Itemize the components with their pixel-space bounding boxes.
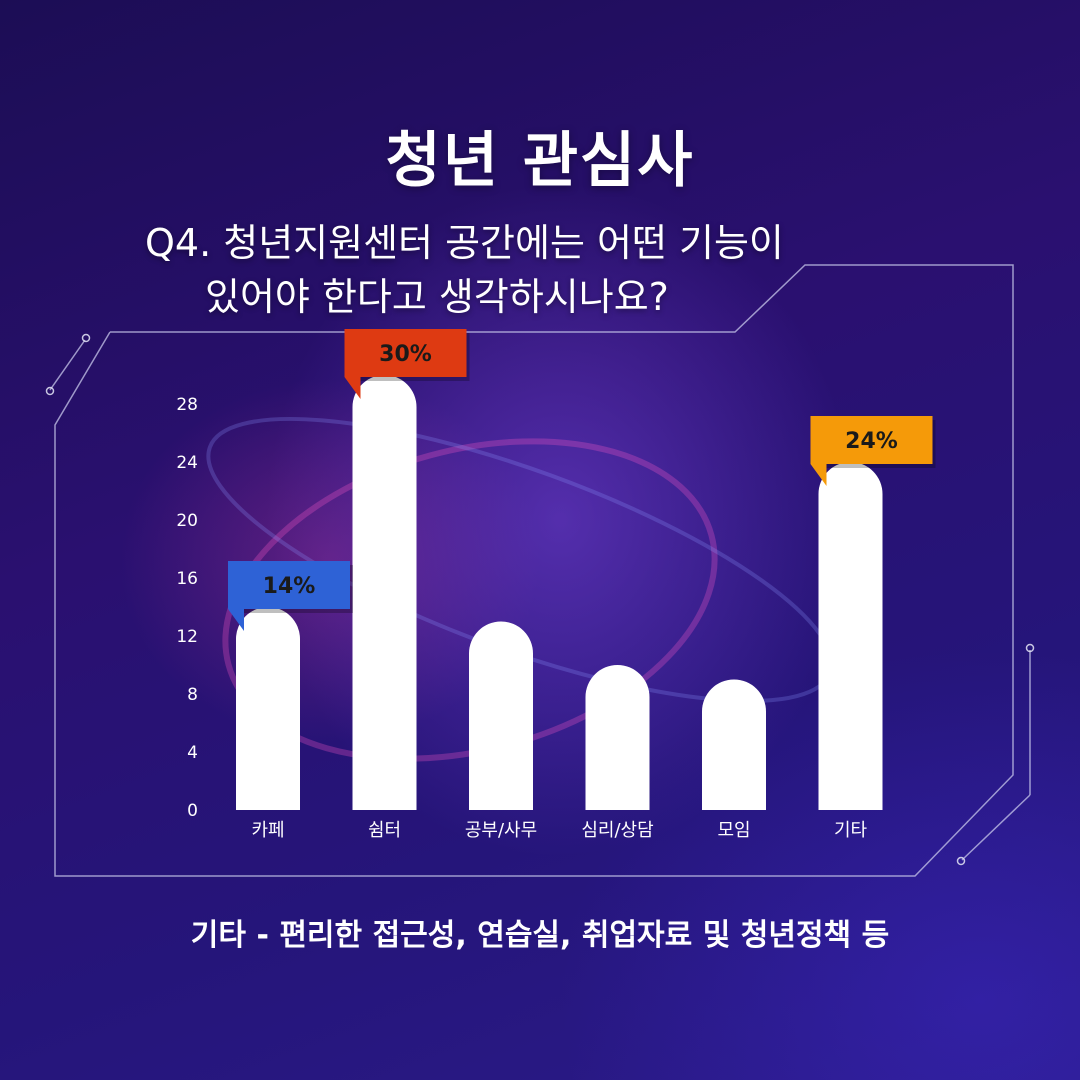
x-axis: 카페 쉼터 공부/사무 심리/상담 모임 기타 — [251, 820, 867, 841]
y-tick-label: 24 — [176, 453, 198, 473]
bars — [236, 375, 883, 810]
y-tick-label: 16 — [176, 569, 198, 589]
data-labels: 14% 30% 24% — [228, 329, 936, 631]
x-tick-label: 공부/사무 — [465, 820, 537, 841]
data-label-badge: 30% — [344, 329, 470, 399]
bar — [469, 621, 533, 810]
x-tick-label: 심리/상담 — [581, 820, 653, 841]
x-tick-label: 쉼터 — [368, 820, 401, 841]
footnote: 기타 - 편리한 접근성, 연습실, 취업자료 및 청년정책 등 — [190, 918, 890, 953]
x-tick-label: 카페 — [251, 820, 284, 841]
page-title: 청년 관심사 — [385, 126, 695, 196]
bar — [702, 679, 766, 810]
question-line-1: Q4. 청년지원센터 공간에는 어떤 기능이 — [145, 221, 784, 265]
bar — [585, 665, 650, 810]
question-line-2: 있어야 한다고 생각하시나요? — [205, 275, 669, 319]
y-tick-label: 8 — [187, 685, 198, 705]
data-label: 30% — [379, 342, 432, 367]
bar — [818, 462, 883, 810]
y-tick-label: 28 — [176, 395, 198, 415]
x-tick-label: 모임 — [717, 820, 750, 841]
y-tick-label: 0 — [187, 801, 198, 821]
bar — [352, 375, 417, 810]
data-label: 24% — [845, 429, 898, 454]
data-label-badge: 14% — [228, 561, 353, 631]
x-tick-label: 기타 — [834, 820, 868, 841]
y-tick-label: 4 — [187, 743, 198, 763]
y-tick-label: 12 — [176, 627, 198, 647]
data-label: 14% — [263, 574, 316, 599]
y-tick-label: 20 — [176, 511, 198, 531]
data-label-badge: 24% — [810, 416, 936, 486]
bar — [236, 607, 300, 810]
y-axis: 0 4 8 12 16 20 24 28 — [176, 395, 198, 821]
